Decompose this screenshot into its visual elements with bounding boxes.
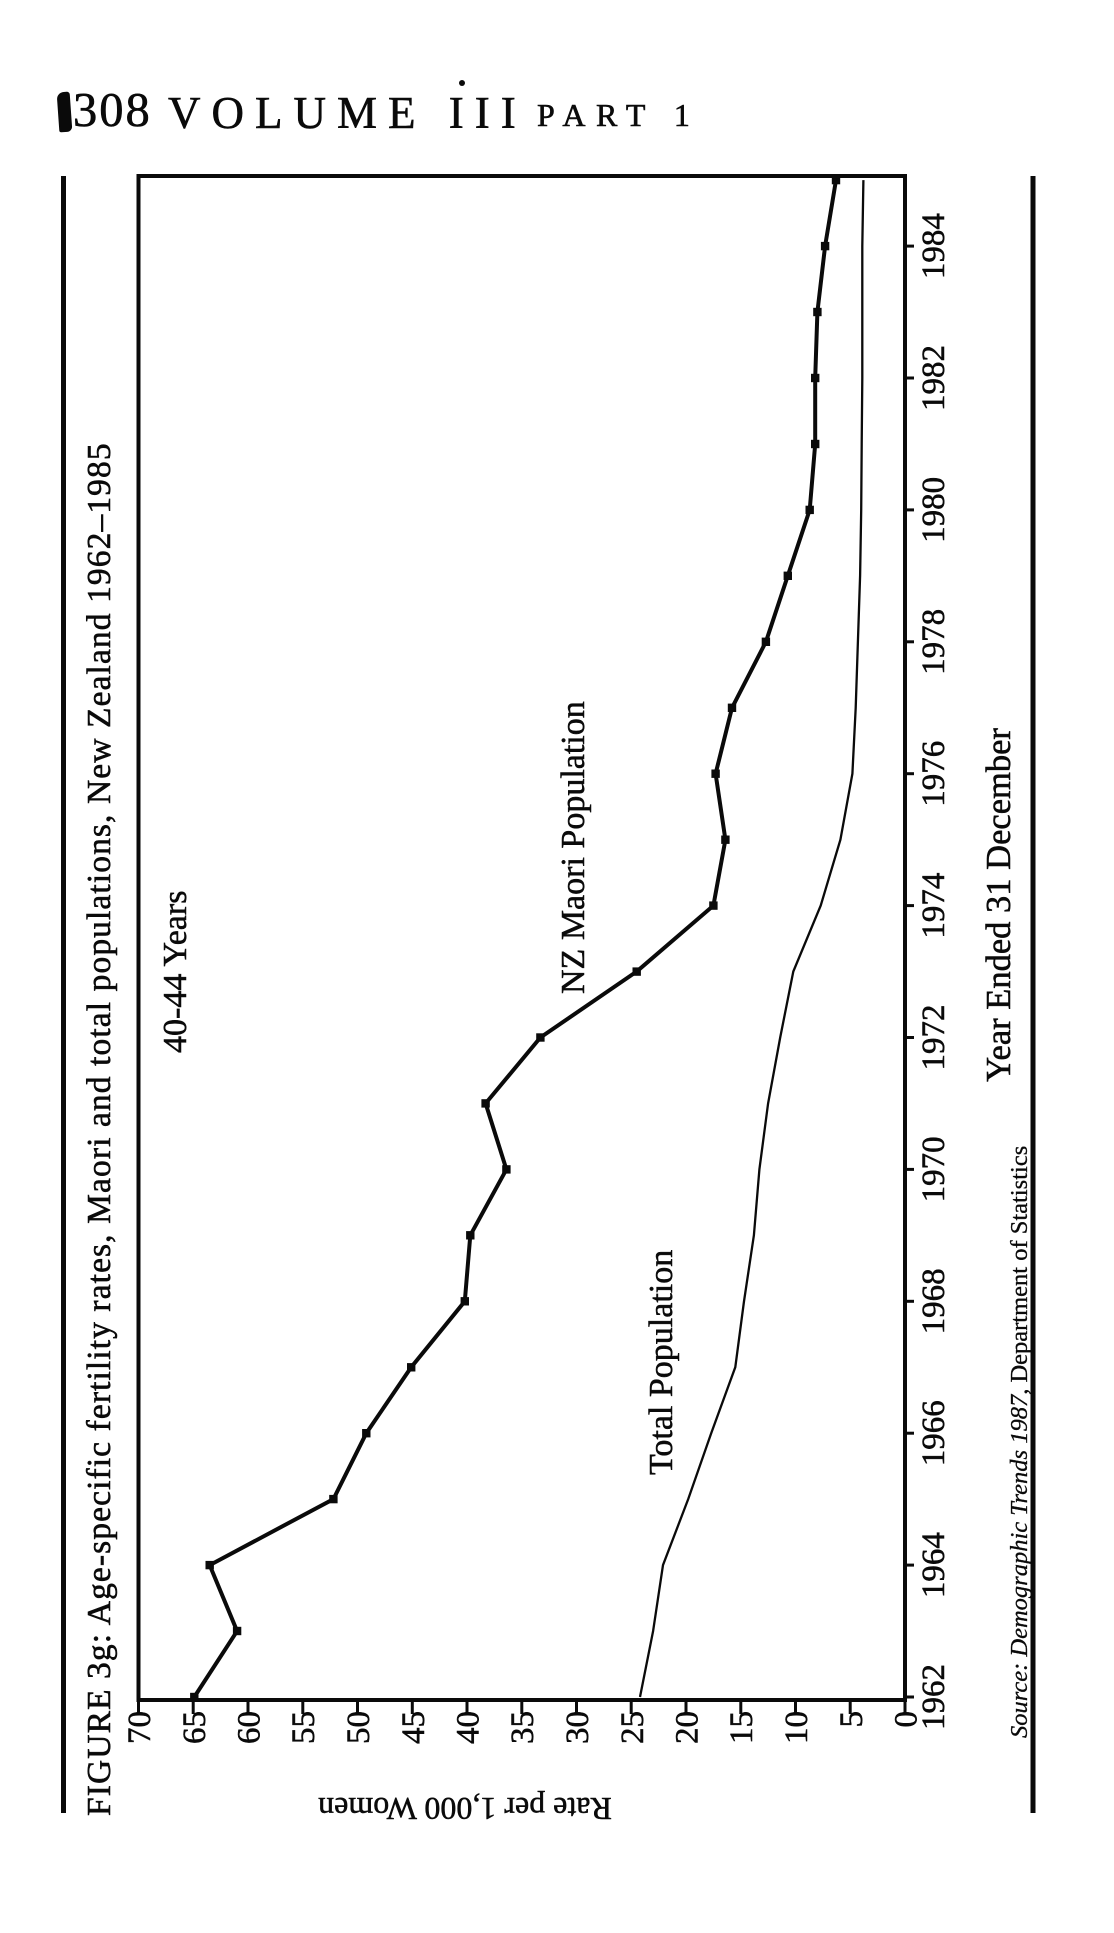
svg-text:NZ Maori Population: NZ Maori Population	[555, 701, 592, 994]
svg-text:20: 20	[670, 1711, 706, 1744]
svg-text:Rate per 1,000 Women: Rate per 1,000 Women	[318, 1791, 612, 1827]
svg-text:15: 15	[724, 1711, 760, 1744]
svg-text:1962: 1962	[916, 1664, 952, 1730]
svg-text:5: 5	[834, 1711, 870, 1728]
svg-text:1978: 1978	[916, 609, 952, 675]
svg-text:40: 40	[451, 1711, 487, 1744]
svg-text:30: 30	[560, 1711, 596, 1744]
svg-text:1980: 1980	[916, 477, 952, 543]
svg-text:55: 55	[286, 1711, 322, 1744]
svg-text:1974: 1974	[916, 873, 952, 939]
svg-text:Year Ended 31 December: Year Ended 31 December	[980, 728, 1018, 1082]
svg-text:FIGURE 3g: Age-specific fertil: FIGURE 3g: Age-specific fertility rates,…	[81, 442, 118, 1816]
svg-text:1982: 1982	[916, 345, 952, 411]
svg-text:1984: 1984	[916, 213, 952, 279]
svg-text:Total Population: Total Population	[643, 1250, 680, 1475]
svg-text:10: 10	[779, 1711, 815, 1744]
svg-text:70: 70	[122, 1711, 158, 1744]
svg-text:40-44 Years: 40-44 Years	[157, 891, 194, 1053]
svg-text:45: 45	[396, 1711, 432, 1744]
svg-text:50: 50	[341, 1711, 377, 1744]
svg-text:1972: 1972	[916, 1005, 952, 1071]
svg-text:65: 65	[177, 1711, 213, 1744]
svg-text:1966: 1966	[916, 1400, 952, 1466]
svg-text:60: 60	[232, 1711, 268, 1744]
svg-text:1968: 1968	[916, 1268, 952, 1334]
svg-text:Source: Demographic Trends 198: Source: Demographic Trends 1987, Departm…	[1006, 1146, 1033, 1738]
svg-text:35: 35	[505, 1711, 541, 1744]
svg-text:25: 25	[615, 1711, 651, 1744]
svg-text:0: 0	[889, 1711, 925, 1728]
svg-text:1970: 1970	[916, 1136, 952, 1202]
svg-text:1964: 1964	[916, 1532, 952, 1598]
svg-text:1976: 1976	[916, 741, 952, 807]
